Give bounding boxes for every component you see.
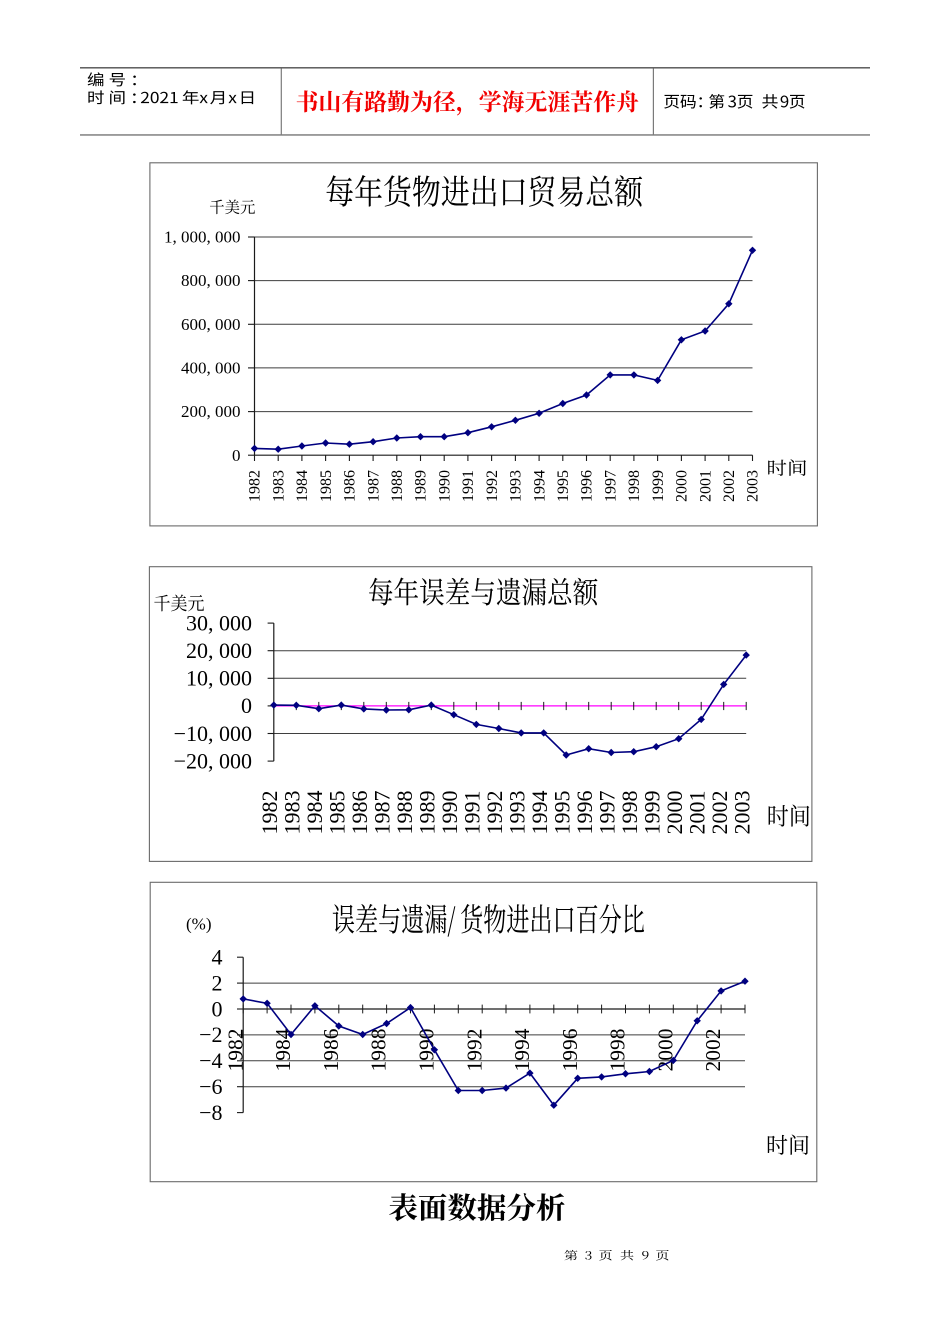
svg-text:1988: 1988	[389, 470, 406, 502]
svg-text:1989: 1989	[413, 470, 430, 502]
svg-text:1987: 1987	[365, 470, 382, 502]
svg-text:2000: 2000	[674, 470, 691, 502]
svg-text:200, 000: 200, 000	[181, 402, 241, 421]
svg-text:1999: 1999	[640, 791, 665, 835]
svg-text:4: 4	[212, 945, 223, 970]
svg-text:(%): (%)	[186, 915, 211, 934]
svg-text:2002: 2002	[701, 1029, 725, 1072]
svg-text:20, 000: 20, 000	[186, 638, 252, 663]
svg-text:1994: 1994	[510, 1028, 534, 1071]
svg-text:−8: −8	[199, 1100, 222, 1125]
svg-text:1990: 1990	[436, 470, 453, 502]
svg-text:1986: 1986	[347, 791, 372, 835]
svg-text:1982: 1982	[223, 1029, 247, 1072]
svg-text:1997: 1997	[595, 791, 620, 835]
svg-text:2000: 2000	[662, 791, 687, 835]
svg-text:1990: 1990	[437, 791, 462, 835]
svg-text:800, 000: 800, 000	[181, 271, 241, 290]
svg-text:1994: 1994	[527, 791, 552, 835]
svg-text:1998: 1998	[626, 470, 643, 502]
svg-text:1998: 1998	[617, 791, 642, 835]
svg-text:1982: 1982	[257, 791, 282, 835]
svg-text:1995: 1995	[550, 791, 575, 835]
svg-text:2: 2	[212, 970, 223, 995]
svg-text:1982: 1982	[247, 470, 264, 502]
svg-text:2002: 2002	[707, 791, 732, 835]
svg-text:2003: 2003	[745, 470, 762, 502]
svg-text:1996: 1996	[558, 1028, 582, 1071]
svg-text:2001: 2001	[697, 470, 714, 502]
svg-text:1986: 1986	[342, 470, 359, 502]
svg-text:−4: −4	[199, 1048, 222, 1073]
svg-text:0: 0	[241, 693, 252, 718]
svg-text:−20, 000: −20, 000	[174, 748, 252, 773]
svg-text:2001: 2001	[685, 791, 710, 835]
svg-text:1984: 1984	[302, 791, 327, 835]
svg-text:0: 0	[212, 996, 223, 1021]
svg-text:1986: 1986	[319, 1028, 343, 1071]
svg-text:1991: 1991	[460, 791, 485, 835]
svg-text:1997: 1997	[602, 470, 619, 502]
svg-text:2002: 2002	[721, 470, 738, 502]
svg-text:400, 000: 400, 000	[181, 359, 241, 378]
svg-text:1994: 1994	[531, 470, 548, 502]
svg-text:30, 000: 30, 000	[186, 610, 252, 635]
svg-text:1992: 1992	[462, 1029, 486, 1072]
svg-text:2003: 2003	[730, 791, 755, 835]
svg-text:1983: 1983	[280, 791, 305, 835]
svg-text:1989: 1989	[415, 791, 440, 835]
svg-text:0: 0	[232, 446, 241, 465]
svg-text:1998: 1998	[606, 1029, 630, 1072]
svg-text:600, 000: 600, 000	[181, 315, 241, 334]
svg-text:−2: −2	[199, 1022, 222, 1047]
svg-text:10, 000: 10, 000	[186, 666, 252, 691]
svg-text:1993: 1993	[505, 791, 530, 835]
svg-text:1999: 1999	[650, 470, 667, 502]
svg-text:2000: 2000	[653, 1029, 677, 1072]
svg-text:1985: 1985	[318, 470, 335, 502]
svg-text:1985: 1985	[325, 791, 350, 835]
svg-text:1996: 1996	[572, 791, 597, 835]
svg-text:−10, 000: −10, 000	[174, 721, 252, 746]
svg-text:1992: 1992	[482, 791, 507, 835]
svg-text:1992: 1992	[484, 470, 501, 502]
svg-text:1993: 1993	[508, 470, 525, 502]
svg-text:−6: −6	[199, 1074, 222, 1099]
svg-text:1991: 1991	[460, 470, 477, 502]
svg-text:1983: 1983	[270, 470, 287, 502]
svg-text:1988: 1988	[392, 791, 417, 835]
svg-text:1987: 1987	[370, 791, 395, 835]
svg-text:1995: 1995	[555, 470, 572, 502]
svg-text:1984: 1984	[294, 470, 311, 502]
svg-text:1996: 1996	[579, 470, 596, 502]
svg-text:1, 000, 000: 1, 000, 000	[164, 228, 241, 247]
svg-text:1988: 1988	[367, 1029, 391, 1072]
